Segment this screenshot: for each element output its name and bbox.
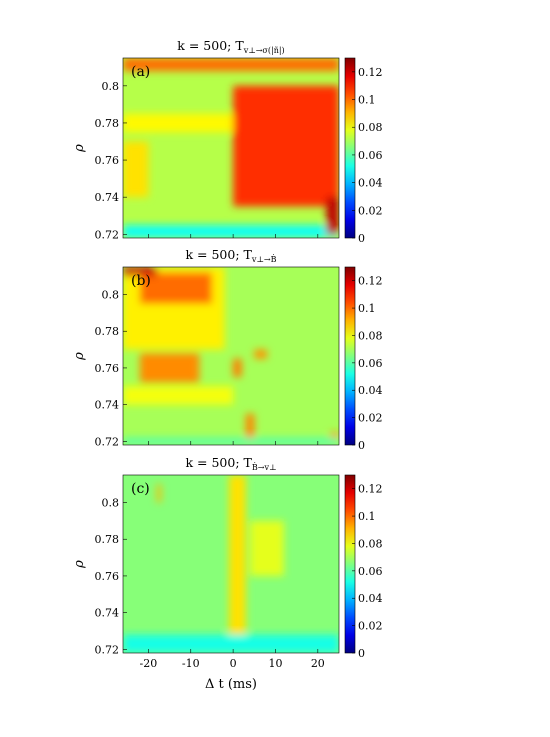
heatmap-cell (123, 225, 339, 238)
heatmap-cell (245, 413, 255, 442)
colorbar-tick-label: 0.08 (358, 329, 383, 342)
y-tick-label: 0.78 (95, 325, 120, 338)
panel-title: k = 500; Tv⊥→Ḃ (185, 247, 276, 264)
heatmap-cells (123, 58, 339, 238)
panel-letter: (b) (131, 273, 151, 289)
heatmap-cell (254, 349, 267, 359)
panel-title-subscript: v⊥→σ(|ñ|) (243, 46, 285, 55)
heatmap-cell (123, 437, 339, 445)
colorbar-tick-label: 0.02 (358, 412, 383, 425)
plot-frame (122, 57, 340, 239)
heatmap-cell (330, 432, 339, 442)
panel-title-subscript: Ḃ→v⊥ (252, 463, 277, 472)
y-tick-label: 0.76 (95, 362, 120, 375)
heatmap-field (123, 58, 339, 238)
y-tick-label: 0.72 (95, 435, 120, 448)
heatmap-cells (123, 475, 339, 653)
panel-letter: (c) (131, 481, 150, 497)
heatmap-cell (250, 520, 284, 576)
x-axis-label: Δ t (ms) (205, 677, 257, 692)
colorbar-tick-label: 0.12 (358, 275, 383, 288)
colorbar-tick-label: 0 (358, 647, 365, 660)
colorbar-tick-label: 0.08 (358, 537, 383, 550)
panel-title: k = 500; Tv⊥→σ(|ñ|) (177, 38, 284, 55)
y-axis-label: ρ (72, 560, 87, 569)
y-tick-label: 0.78 (95, 117, 120, 130)
x-tick-label: 0 (230, 657, 237, 670)
colorbar-tick-label: 0.06 (358, 149, 383, 162)
colorbar-tick-label: 0.06 (358, 565, 383, 578)
y-axis-label: ρ (72, 144, 87, 153)
y-tick-label: 0.76 (95, 570, 120, 583)
heatmap-cell (123, 141, 149, 198)
heatmap-cell (139, 272, 212, 304)
panel-title-main: k = 500; T (177, 38, 244, 53)
heatmap-cell (156, 484, 162, 503)
heatmap-cell (139, 353, 200, 383)
colorbar-tick-label: 0.1 (358, 510, 376, 523)
heatmap-cell (233, 358, 242, 378)
y-axis-label: ρ (72, 352, 87, 361)
heatmap-cells (123, 267, 339, 445)
x-tick-label: -10 (182, 657, 200, 670)
panel-title-subscript: v⊥→Ḃ (251, 255, 277, 264)
colorbar-tick-label: 0.08 (358, 121, 383, 134)
y-tick-label: 0.8 (102, 80, 120, 93)
x-tick-label: -20 (140, 657, 158, 670)
colorbar-tick-label: 0.12 (358, 66, 383, 79)
colorbar-tick-label: 0.1 (358, 94, 376, 107)
heatmap-panel-0: 0.72 0.74 0.76 0.78 0.8 ρ k = 500; Tv⊥→σ(|ñ|) (… (72, 38, 383, 245)
colorbar-tick-label: 0.12 (358, 483, 383, 496)
heatmap-cell (326, 197, 339, 235)
y-tick-label: 0.74 (95, 191, 120, 204)
colorbar-tick-label: 0.04 (358, 384, 383, 397)
y-tick-label: 0.76 (95, 154, 120, 167)
colorbar-tick-label: 0.04 (358, 177, 383, 190)
colorbar-tick-label: 0 (358, 232, 365, 245)
colorbar-tick-label: 0.02 (358, 620, 383, 633)
heatmap-panel-2: 0.72 0.74 0.76 0.78 0.8 -20 -10 0 10 20 ρ k = 500; … (72, 455, 383, 670)
y-tick-label: 0.72 (95, 228, 120, 241)
colorbar (344, 57, 356, 239)
plot-frame (122, 266, 340, 446)
heatmap-cell (228, 475, 246, 641)
y-tick-label: 0.74 (95, 399, 120, 412)
colorbar (344, 474, 356, 654)
panel-title-main: k = 500; T (185, 455, 252, 470)
colorbar-tick-label: 0.04 (358, 592, 383, 605)
heatmap-cell (233, 85, 339, 207)
heatmap-cell (123, 634, 339, 653)
panel-letter: (a) (131, 64, 150, 80)
heatmap-field (123, 267, 339, 445)
colorbar-tick-label: 0 (358, 439, 365, 452)
y-tick-label: 0.74 (95, 607, 120, 620)
colorbar-tick-label: 0.06 (358, 357, 383, 370)
y-tick-label: 0.78 (95, 533, 120, 546)
panel-title: k = 500; TḂ→v⊥ (185, 455, 276, 472)
panel-title-main: k = 500; T (185, 247, 252, 262)
colorbar-tick-label: 0.1 (358, 302, 376, 315)
y-tick-label: 0.8 (102, 289, 120, 302)
heatmap-cell (123, 267, 157, 277)
y-tick-label: 0.72 (95, 643, 120, 656)
heatmap-panel-1: 0.72 0.74 0.76 0.78 0.8 ρ k = 500; Tv⊥→Ḃ (b) 0 0.… (72, 247, 383, 452)
y-tick-label: 0.8 (102, 497, 120, 510)
colorbar (344, 266, 356, 446)
x-tick-label: 20 (311, 657, 325, 670)
heatmap-cell (123, 386, 234, 405)
colorbar-tick-label: 0.02 (358, 204, 383, 217)
heatmap-cell (123, 58, 339, 71)
x-tick-label: 10 (268, 657, 282, 670)
heatmap-cell (123, 113, 234, 133)
plot-frame (122, 474, 340, 654)
heatmap-field (123, 475, 339, 653)
